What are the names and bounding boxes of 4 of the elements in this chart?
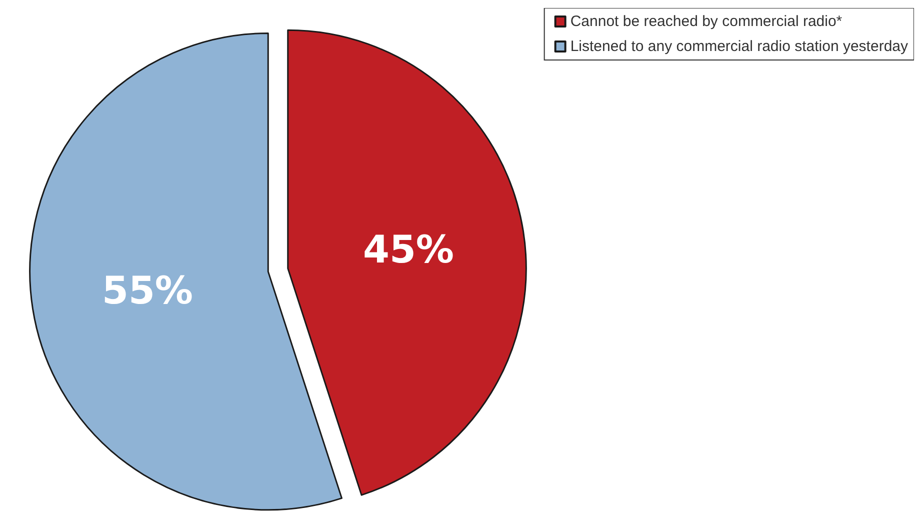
data-label: 55%	[102, 268, 193, 313]
legend-label: Cannot be reached by commercial radio*	[570, 13, 842, 30]
legend-label: Listened to any commercial radio station yesterday	[570, 38, 908, 55]
data-label: 45%	[363, 227, 454, 272]
